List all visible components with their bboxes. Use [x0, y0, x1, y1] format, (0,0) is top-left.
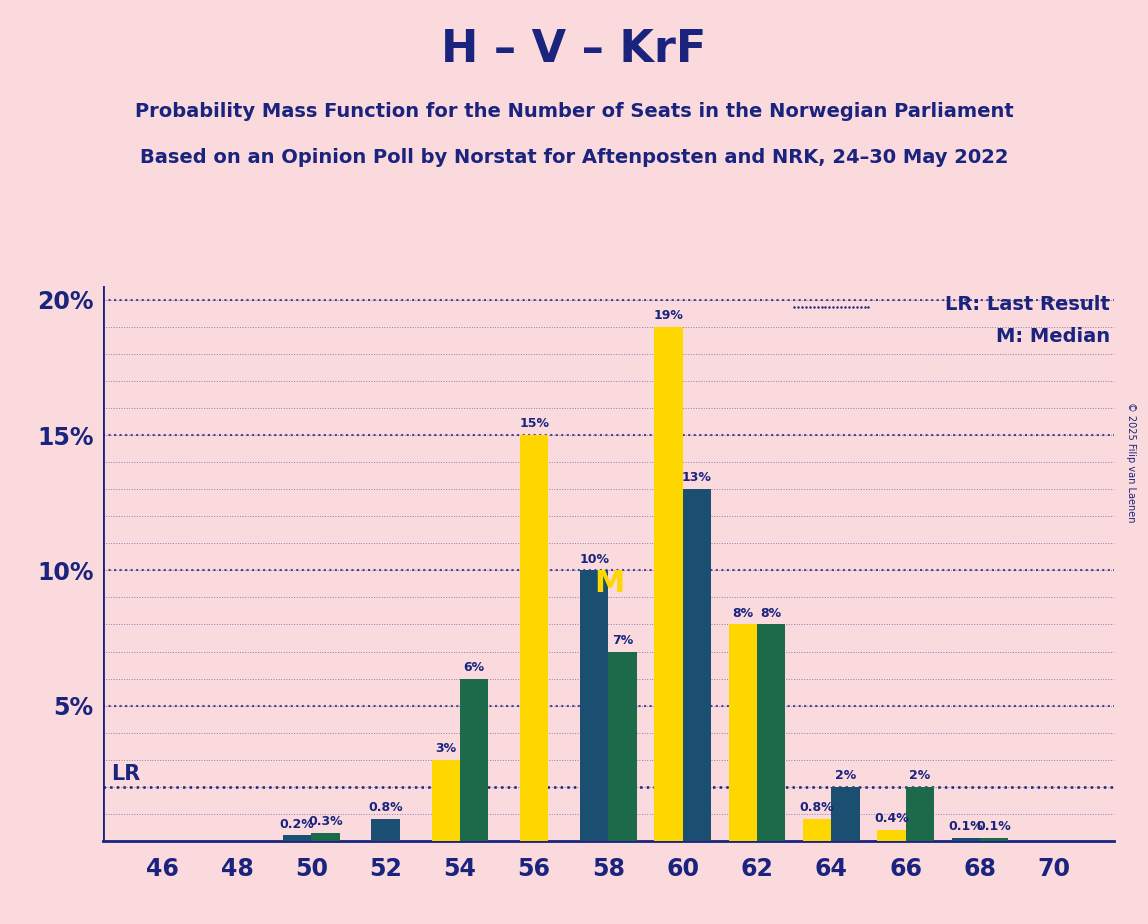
Text: 8%: 8%	[761, 607, 782, 620]
Text: 0.8%: 0.8%	[800, 801, 835, 814]
Bar	[372, 820, 400, 841]
Text: 7%: 7%	[612, 634, 634, 647]
Text: M: M	[595, 569, 626, 599]
Text: © 2025 Filip van Laenen: © 2025 Filip van Laenen	[1126, 402, 1135, 522]
Text: 2%: 2%	[909, 769, 930, 782]
Text: 19%: 19%	[653, 310, 683, 322]
Text: 6%: 6%	[464, 661, 484, 674]
Bar	[580, 570, 608, 841]
Bar	[432, 760, 460, 841]
Bar	[980, 838, 1008, 841]
Text: 15%: 15%	[519, 418, 549, 431]
Bar	[608, 651, 637, 841]
Bar	[952, 838, 980, 841]
Text: Probability Mass Function for the Number of Seats in the Norwegian Parliament: Probability Mass Function for the Number…	[134, 102, 1014, 121]
Bar	[831, 786, 860, 841]
Text: 0.1%: 0.1%	[948, 821, 983, 833]
Bar	[757, 625, 785, 841]
Text: 13%: 13%	[682, 471, 712, 484]
Text: M: Median: M: Median	[995, 327, 1110, 346]
Bar	[729, 625, 757, 841]
Text: 8%: 8%	[732, 607, 753, 620]
Bar	[311, 833, 340, 841]
Bar	[804, 820, 831, 841]
Bar	[877, 830, 906, 841]
Text: LR: LR	[110, 764, 140, 784]
Bar	[284, 835, 311, 841]
Text: Based on an Opinion Poll by Norstat for Aftenposten and NRK, 24–30 May 2022: Based on an Opinion Poll by Norstat for …	[140, 148, 1008, 167]
Text: 0.4%: 0.4%	[874, 812, 909, 825]
Bar	[520, 435, 549, 841]
Bar	[683, 490, 711, 841]
Text: 0.2%: 0.2%	[280, 818, 315, 831]
Text: 0.3%: 0.3%	[308, 815, 343, 828]
Text: 0.8%: 0.8%	[369, 801, 403, 814]
Text: H – V – KrF: H – V – KrF	[441, 28, 707, 71]
Bar	[654, 327, 683, 841]
Text: 3%: 3%	[435, 742, 456, 755]
Text: 0.1%: 0.1%	[977, 821, 1011, 833]
Bar	[906, 786, 933, 841]
Text: 2%: 2%	[835, 769, 856, 782]
Text: 10%: 10%	[580, 553, 610, 565]
Bar	[460, 678, 488, 841]
Text: LR: Last Result: LR: Last Result	[945, 295, 1110, 313]
